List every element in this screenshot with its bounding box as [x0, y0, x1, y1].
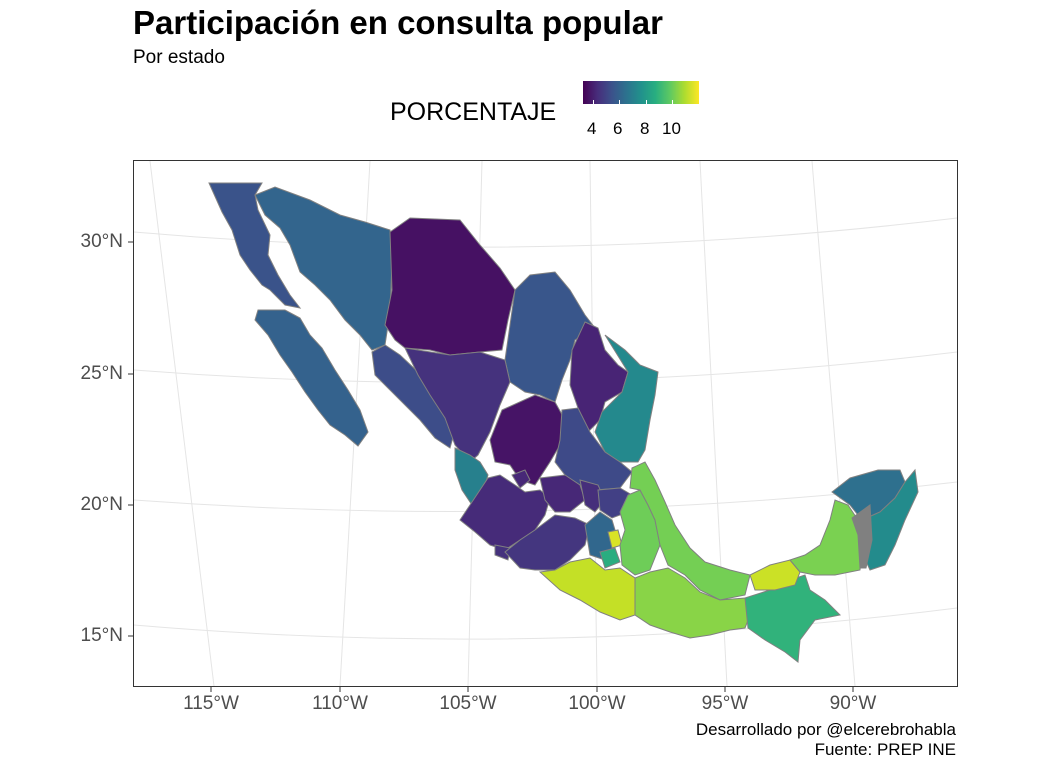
axis-ticks: [128, 241, 854, 692]
chart-subtitle: Por estado: [133, 47, 225, 68]
state-jalisco: [459, 474, 551, 551]
legend-tickmark: [593, 100, 594, 104]
state-baja-california: [208, 182, 302, 309]
chart-title: Participación en consulta popular: [133, 4, 663, 41]
state-sonora: [254, 186, 393, 351]
legend-tick-label: 4: [587, 119, 597, 138]
x-axis-label: 90°W: [829, 693, 877, 714]
state-coahuila: [504, 271, 596, 403]
y-axis-label: 15°N: [80, 625, 123, 646]
state-chihuahua: [384, 217, 516, 356]
state-tamaulipas: [594, 334, 659, 463]
y-axis-label: 20°N: [80, 494, 123, 515]
state-aguascalientes: [511, 469, 531, 489]
state-baja-california-sur: [254, 309, 369, 447]
legend-tickmark: [619, 100, 620, 104]
x-axis-label: 115°W: [183, 693, 239, 714]
legend-tick-label: 8: [640, 119, 650, 138]
state-guanajuato: [539, 474, 586, 513]
state-morelos: [599, 547, 621, 569]
graticule-lon-90: [811, 161, 856, 686]
x-axis-label: 105°W: [439, 693, 497, 714]
state-colima: [494, 544, 511, 561]
legend-tickmark: [672, 100, 673, 104]
caption-author: Desarrollado por @elcerebrohabla: [695, 720, 956, 739]
states-layer: [208, 182, 919, 663]
x-axis-label: 110°W: [312, 693, 368, 714]
state-durango: [404, 347, 511, 463]
state-nuevo-leon: [569, 321, 629, 433]
legend-title: PORCENTAJE: [390, 98, 557, 126]
state-quintana-roo: [859, 468, 919, 571]
legend-tickmark: [646, 100, 647, 104]
state-no-data: [851, 504, 873, 569]
caption-source: Fuente: PREP INE: [814, 740, 956, 759]
state-veracruz: [629, 461, 751, 601]
y-axis-label: 25°N: [80, 363, 123, 384]
legend-tick-label: 6: [613, 119, 623, 138]
graticule-lat-15: [134, 607, 957, 640]
legend-colorbar: [583, 81, 699, 104]
legend-tick-label: 10: [662, 119, 681, 138]
graticule-lon-115: [149, 161, 215, 686]
x-axis-label: 100°W: [568, 693, 626, 714]
y-axis-label: 30°N: [80, 231, 123, 252]
state-zacatecas: [489, 394, 566, 486]
x-axis-label: 95°W: [701, 693, 749, 714]
state-campeche: [789, 499, 863, 576]
state-tabasco: [749, 559, 801, 591]
